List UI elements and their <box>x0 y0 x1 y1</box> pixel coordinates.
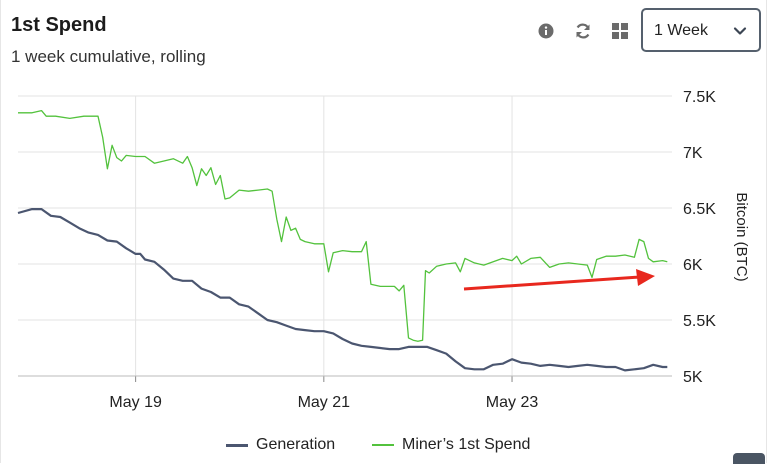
legend-item-miners-1st-spend[interactable]: Miner’s 1st Spend <box>372 436 530 454</box>
chart-legend: Generation Miner’s 1st Spend <box>0 436 769 456</box>
y-tick-label: 5K <box>683 369 703 386</box>
y-axis-label: Bitcoin (BTC) <box>733 192 750 281</box>
chart-title: 1st Spend <box>11 14 107 36</box>
grid-icon[interactable] <box>609 20 631 42</box>
legend-swatch-miners-1st-spend <box>372 444 394 446</box>
x-tick-label: May 21 <box>298 394 351 411</box>
red-arrow-annotation <box>463 269 655 291</box>
x-axis: May 19 May 21 May 23 <box>18 375 672 411</box>
series-line-generation <box>17 208 668 372</box>
legend-item-generation[interactable]: Generation <box>226 436 335 454</box>
series-line-miners-1st-spend <box>18 109 668 342</box>
x-tick-label: May 23 <box>486 394 539 411</box>
chart-grid <box>18 95 672 377</box>
range-select[interactable]: 1 Week <box>641 8 761 52</box>
y-tick-label: 6K <box>683 257 703 274</box>
refresh-icon[interactable] <box>572 20 594 42</box>
y-tick-label: 5.5K <box>683 313 716 330</box>
legend-label-generation: Generation <box>256 436 336 453</box>
legend-label-miners-1st-spend: Miner’s 1st Spend <box>402 436 531 453</box>
x-tick-label: May 19 <box>109 394 162 411</box>
y-tick-label: 7K <box>683 145 703 162</box>
legend-swatch-generation <box>226 443 248 447</box>
info-icon[interactable] <box>535 20 557 42</box>
scroll-tab[interactable] <box>733 453 765 464</box>
chart-subtitle: 1 week cumulative, rolling <box>11 47 206 66</box>
y-tick-label: 6.5K <box>683 201 716 218</box>
y-axis: 7.5K 7K 6.5K 6K 5.5K 5K <box>683 89 716 386</box>
range-select-value: 1 Week <box>654 22 708 39</box>
y-tick-label: 7.5K <box>683 89 716 106</box>
chevron-down-icon <box>733 24 747 43</box>
chart-series <box>17 109 668 372</box>
